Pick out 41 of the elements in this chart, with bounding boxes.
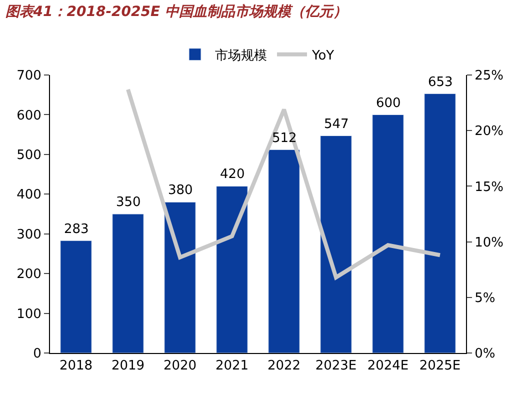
data-label: 547 (324, 117, 349, 132)
y2-tick-label: 20% (474, 124, 504, 140)
legend-label: 市场规模 (215, 48, 267, 64)
y2-tick-label: 5% (474, 290, 496, 306)
bar (268, 149, 300, 353)
y2-tick-label: 0% (474, 346, 496, 362)
x-tick-label: 2020 (163, 358, 197, 374)
y-tick-label: 600 (16, 108, 42, 124)
data-label: 420 (220, 167, 245, 182)
y-tick-label: 300 (16, 227, 42, 242)
chart-title: 图表41：2018-2025E 中国血制品市场规模（亿元） (5, 2, 347, 20)
y-tick-label: 200 (16, 267, 42, 282)
bar (372, 114, 404, 353)
bar (164, 202, 196, 353)
bar (424, 93, 456, 353)
data-label: 380 (168, 183, 193, 198)
y-tick-label: 500 (16, 148, 42, 163)
x-tick-label: 2023E (315, 358, 357, 374)
legend-label: YoY (311, 48, 334, 64)
bar (320, 136, 352, 353)
y-tick-label: 100 (16, 306, 42, 322)
y2-tick-label: 15% (474, 180, 504, 195)
data-label: 283 (64, 222, 89, 237)
data-label: 600 (376, 96, 401, 111)
x-tick-label: 2019 (111, 358, 145, 374)
data-label: 653 (428, 75, 453, 90)
x-tick-label: 2022 (267, 358, 301, 374)
y2-tick-label: 10% (474, 235, 504, 250)
y-tick-label: 400 (16, 188, 42, 203)
y2-tick-label: 25% (474, 68, 504, 84)
x-tick-label: 2024E (367, 358, 409, 374)
bar (216, 186, 248, 353)
y-tick-label: 700 (16, 68, 42, 84)
x-tick-label: 2021 (215, 358, 249, 374)
data-label: 350 (116, 195, 141, 210)
bar (60, 240, 92, 353)
y-tick-label: 0 (33, 346, 42, 362)
x-tick-label: 2025E (419, 358, 461, 374)
x-tick-label: 2018 (59, 358, 93, 374)
bar (112, 214, 144, 353)
data-label: 512 (272, 131, 297, 146)
